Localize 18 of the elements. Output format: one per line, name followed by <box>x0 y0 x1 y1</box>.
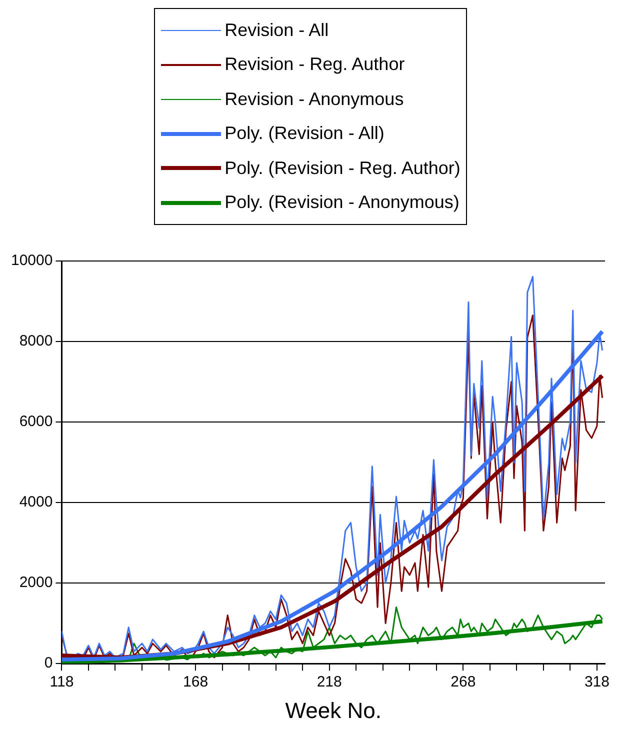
y-tick-label: 2000 <box>19 574 53 592</box>
y-tick-label: 6000 <box>19 413 53 430</box>
legend-label: Revision - Anonymous <box>224 88 404 110</box>
x-tick-label: 168 <box>183 674 208 691</box>
legend-label: Poly. (Revision - Reg. Author) <box>224 158 460 179</box>
legend-label: Poly. (Revision - Anonymous) <box>224 192 460 214</box>
x-tick-label: 318 <box>584 674 610 691</box>
legend-label: Poly. (Revision - All) <box>224 123 384 144</box>
legend-label: Revision - Reg. Author <box>224 54 405 76</box>
y-tick-label: 4000 <box>19 494 53 511</box>
legend-label: Revision - All <box>224 20 329 41</box>
y-tick-label: 0 <box>44 654 53 672</box>
x-tick-label: 268 <box>450 674 476 691</box>
x-tick-label: 118 <box>50 674 74 691</box>
y-tick-label: 8000 <box>19 332 53 350</box>
x-tick-label: 218 <box>316 674 342 691</box>
x-axis-title: Week No. <box>285 698 382 723</box>
y-tick-label: 10000 <box>10 252 53 270</box>
